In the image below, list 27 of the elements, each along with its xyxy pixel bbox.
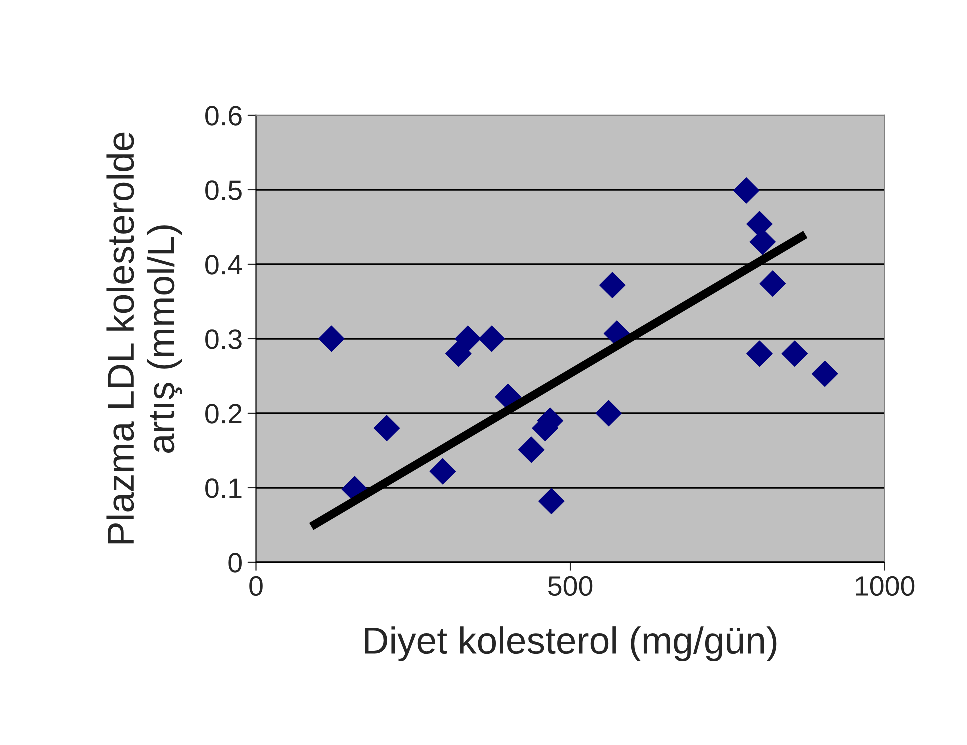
y-tick-label: 0.1 [206,478,242,498]
point [430,458,456,485]
x-tick-label: 0 [250,576,263,596]
y-tick-label: 0.3 [206,330,242,350]
point [733,178,760,204]
point [599,272,626,298]
y-tick-label: 0 [228,553,242,573]
point [374,415,400,442]
point [760,270,786,297]
point [538,488,565,515]
point [782,340,808,368]
point [318,326,345,352]
point [596,400,622,427]
y-axis-title: Plazma LDL kolesterolde artış (mmol/L) [106,132,182,544]
y-tick-label: 0.2 [206,404,242,424]
point [445,340,472,368]
point [746,340,773,368]
x-tick-label: 1000 [856,576,915,596]
x-axis-title: Diyet kolesterol (mg/gün) [365,626,777,662]
y-tick-label: 0.6 [206,106,242,126]
point [454,326,482,352]
x-tick-label: 500 [548,576,593,596]
y-tick-label: 0.5 [206,180,242,200]
y-tick-label: 0.4 [206,255,242,275]
point [478,326,506,352]
point [518,436,545,464]
point [812,360,838,388]
